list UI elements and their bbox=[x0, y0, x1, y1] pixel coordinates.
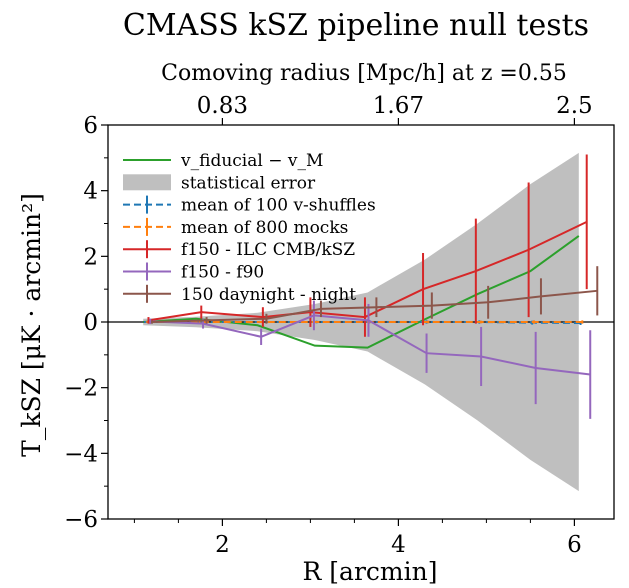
x-axis-label: R [arcmin] bbox=[303, 557, 438, 586]
top-tick-label: 2.5 bbox=[556, 93, 593, 119]
legend-entry: f150 - ILC CMB/kSZ bbox=[181, 240, 355, 260]
legend-entry: statistical error bbox=[181, 173, 316, 193]
legend-entry: mean of 100 v-shuffles bbox=[181, 196, 376, 216]
top-tick-label: 1.67 bbox=[373, 93, 424, 119]
legend-entry: f150 - f90 bbox=[181, 263, 264, 283]
y-tick-label: 4 bbox=[83, 179, 98, 205]
series-layer bbox=[143, 154, 599, 419]
x-tick-label: 4 bbox=[391, 532, 406, 558]
legend-swatch bbox=[123, 174, 171, 191]
legend-entry: 150 daynight - night bbox=[181, 285, 356, 305]
chart-title: CMASS kSZ pipeline null tests bbox=[123, 8, 589, 43]
y-tick-label: 6 bbox=[83, 113, 98, 139]
x-tick-label: 2 bbox=[215, 532, 230, 558]
y-axis-label: T_kSZ [μK · arcmin²] bbox=[17, 193, 46, 457]
tick-layer: 2 4 6 0.83 1.67 2.5 −6 −4 −2 0 2 4 6 bbox=[64, 93, 593, 558]
y-tick-label: −6 bbox=[64, 507, 98, 533]
y-tick-label: −2 bbox=[64, 376, 98, 402]
y-tick-label: −4 bbox=[64, 441, 98, 467]
y-tick-label: 0 bbox=[83, 310, 98, 336]
top-axis-label: Comoving radius [Mpc/h] at z =0.55 bbox=[161, 61, 567, 86]
top-tick-label: 0.83 bbox=[197, 93, 248, 119]
legend-entry: mean of 800 mocks bbox=[181, 218, 348, 238]
legend-entry: v_fiducial − v_M bbox=[180, 151, 323, 171]
y-tick-label: 2 bbox=[83, 244, 98, 270]
x-tick-label: 6 bbox=[567, 532, 582, 558]
